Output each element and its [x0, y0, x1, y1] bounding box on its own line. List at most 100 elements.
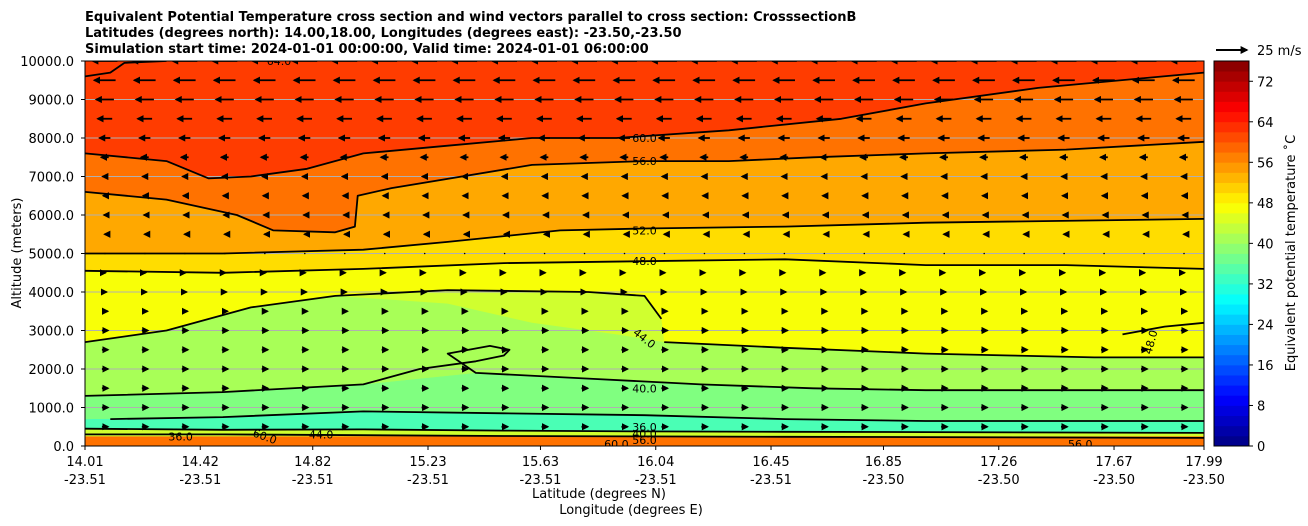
theta-e-band-4 — [85, 259, 1204, 358]
contour-label: 40.0 — [632, 428, 657, 441]
y-tick-label: 10000.0 — [20, 55, 74, 70]
wind-vector — [623, 252, 626, 255]
colorbar-segment — [1214, 202, 1249, 214]
x-axis-label-latitude: Latitude (degrees N) — [532, 487, 666, 502]
y-tick-label: 1000.0 — [29, 402, 75, 417]
wind-key-label: 25 m/s — [1257, 44, 1302, 59]
contour-label: 60.0 — [632, 132, 657, 145]
colorbar-segment — [1214, 121, 1249, 133]
contour-40 — [85, 427, 1204, 434]
theta-e-band-7 — [85, 411, 1204, 433]
x-tick-label-lat: 14.82 — [294, 455, 331, 470]
colorbar-segment — [1214, 314, 1249, 325]
wind-vector — [264, 252, 266, 255]
colorbar-tick-label: 72 — [1257, 75, 1274, 90]
theta-e-band-8 — [85, 436, 1204, 446]
contour-label: 36.0 — [168, 430, 193, 443]
colorbar-segment — [1214, 375, 1249, 386]
x-tick-label-lat: 17.99 — [1185, 455, 1222, 470]
contour-36 — [110, 410, 1204, 422]
x-tick-label-lon: -23.51 — [64, 473, 106, 488]
contour-label: 48.0 — [632, 255, 657, 268]
colorbar-segment — [1214, 304, 1249, 315]
wind-vector — [503, 252, 506, 255]
wind-vector — [983, 252, 985, 255]
theta-e-band-0 — [85, 61, 1204, 179]
colorbar-segment — [1214, 324, 1249, 335]
plot-area: 64.060.056.052.048.044.040.036.048.044.0… — [85, 61, 1204, 448]
colorbar-label: Equivalent potential temperature ˚C — [1283, 135, 1299, 371]
x-tick-label-lat: 17.26 — [980, 455, 1017, 470]
wind-vector — [1023, 252, 1025, 255]
x-tick-label-lon: -23.51 — [407, 473, 449, 488]
wind-vectors — [91, 61, 1197, 431]
contour-label: 48.0 — [1142, 329, 1161, 356]
colorbar-segment — [1214, 263, 1249, 275]
contour-label: 60.0 — [251, 427, 278, 448]
y-tick-label: 9000.0 — [29, 94, 75, 109]
x-tick-label-lat: 15.23 — [409, 455, 446, 470]
wind-vector — [383, 252, 386, 255]
colorbar-segment — [1214, 273, 1249, 285]
y-tick-label: 0.0 — [53, 440, 74, 455]
contour-52 — [85, 218, 1204, 255]
colorbar-tick-label: 64 — [1257, 116, 1274, 131]
theta-e-contours — [85, 61, 1204, 439]
wind-vector — [184, 252, 186, 255]
title-line-1: Equivalent Potential Temperature cross s… — [85, 10, 856, 25]
title-line-3: Simulation start time: 2024-01-01 00:00:… — [85, 42, 649, 57]
theta-e-band-2 — [85, 141, 1204, 254]
colorbar-segment — [1214, 243, 1249, 254]
wind-vector — [743, 252, 746, 255]
wind-key: 25 m/s — [1216, 44, 1302, 59]
colorbar-segment — [1214, 142, 1249, 153]
wind-vector — [304, 252, 306, 255]
colorbar-segment — [1214, 253, 1249, 265]
x-axis: 14.01 -23.51 14.42 -23.51 14.82 -23.51 15.23 -2… — [64, 446, 1225, 488]
colorbar-segment — [1214, 212, 1249, 224]
colorbar-tick-label: 0 — [1257, 440, 1265, 455]
wind-vector — [663, 252, 666, 255]
contour-label: 36.0 — [632, 421, 657, 434]
colorbar-tick-label: 16 — [1257, 359, 1274, 374]
wind-vector — [1103, 252, 1105, 255]
x-tick-label-lon: -23.50 — [1093, 473, 1135, 488]
y-tick-label: 3000.0 — [29, 325, 75, 340]
colorbar-segment — [1214, 131, 1249, 143]
x-tick-label-lat: 14.42 — [182, 455, 219, 470]
colorbar-segment — [1214, 435, 1249, 447]
contour-label: 44.0 — [309, 428, 334, 441]
contour-56 — [85, 140, 1204, 234]
x-tick-label-lat: 16.45 — [752, 455, 789, 470]
colorbar-segment — [1214, 192, 1249, 204]
wind-vector — [343, 252, 346, 255]
wind-vector — [224, 252, 226, 255]
contour-label: 56.0 — [632, 155, 657, 168]
colorbar-segment — [1214, 172, 1249, 183]
colorbar-segment — [1214, 81, 1249, 92]
x-tick-label-lon: -23.50 — [978, 473, 1020, 488]
contour-60 — [85, 71, 1204, 180]
contour-labels: 64.060.056.052.048.044.040.036.048.044.0… — [168, 61, 1161, 448]
y-tick-label: 4000.0 — [29, 286, 75, 301]
colorbar-segment — [1214, 294, 1249, 305]
y-tick-label: 5000.0 — [29, 248, 75, 263]
contour-label: 52.0 — [632, 224, 657, 237]
colorbar-segment — [1214, 162, 1249, 173]
colorbar-segment — [1214, 233, 1249, 244]
colorbar-segment — [1214, 152, 1249, 163]
colorbar-tick-label: 24 — [1257, 318, 1274, 333]
wind-vector — [703, 252, 706, 255]
y-axis-label: Altitude (meters) — [10, 198, 25, 309]
colorbar-tick-label: 56 — [1257, 156, 1274, 171]
colorbar-segment — [1214, 364, 1249, 376]
chart-title: Equivalent Potential Temperature cross s… — [85, 10, 856, 57]
title-line-2: Latitudes (degrees north): 14.00,18.00, … — [85, 26, 682, 41]
x-axis-label-longitude: Longitude (degrees E) — [559, 503, 703, 518]
wind-vector — [1143, 252, 1145, 255]
colorbar-segment — [1214, 71, 1249, 82]
wind-vector — [463, 252, 466, 255]
x-tick-label-lon: -23.51 — [179, 473, 221, 488]
colorbar: 0 8 16 24 32 40 48 56 64 72 — [1213, 60, 1274, 455]
